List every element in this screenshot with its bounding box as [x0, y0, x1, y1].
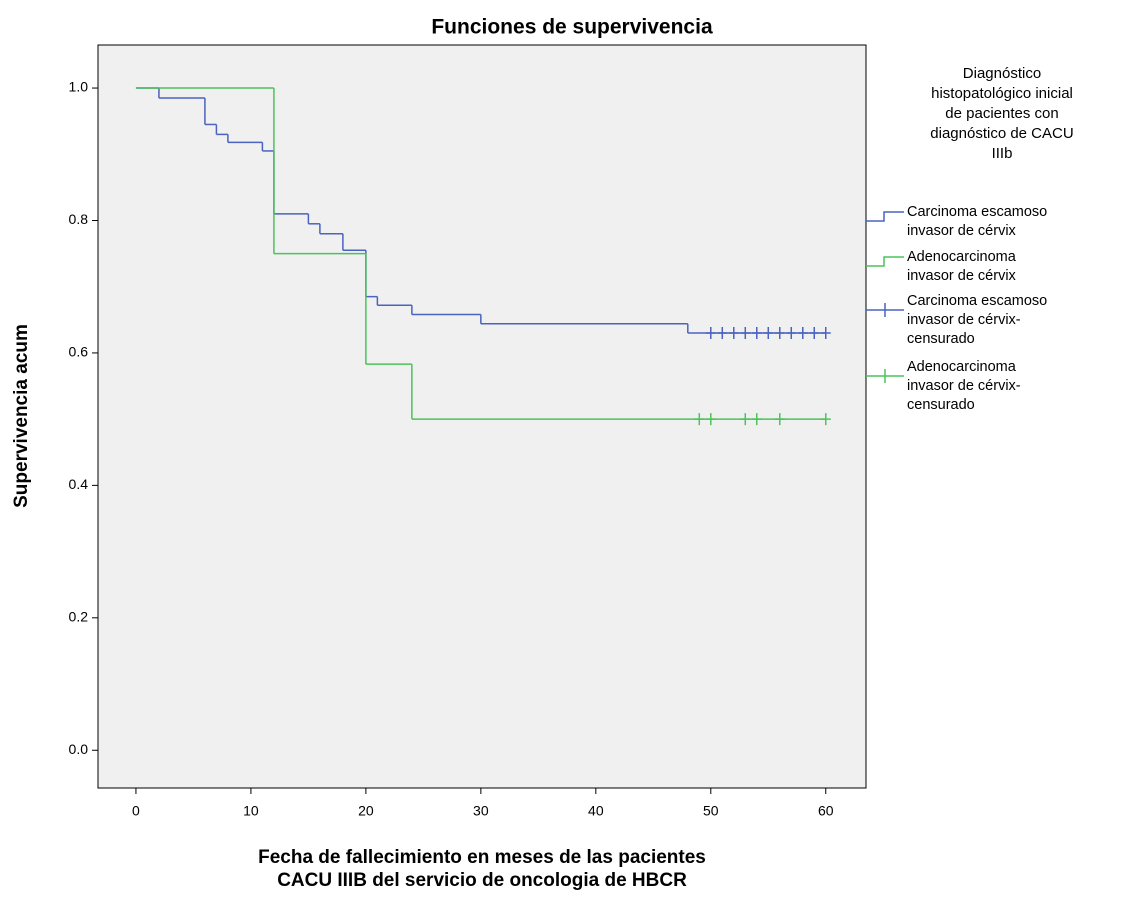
legend-label: Carcinoma escamoso invasor de cérvix	[907, 204, 1048, 239]
legend-title: IIIb	[991, 145, 1013, 162]
x-tick-label: 20	[358, 803, 374, 819]
x-tick-label: 10	[243, 803, 259, 819]
censor-mark	[717, 327, 728, 340]
legend-title: diagnóstico de CACU	[930, 125, 1074, 142]
plot-area	[97, 44, 867, 789]
censor-mark	[728, 327, 739, 340]
legend-title: Diagnóstico	[962, 65, 1042, 82]
censor-mark	[705, 413, 716, 426]
x-tick-label: 50	[703, 803, 719, 819]
censor-mark	[820, 413, 831, 426]
censor-mark	[694, 413, 705, 426]
x-tick-label: 0	[132, 803, 140, 819]
legend-label: Carcinoma escamoso invasor de cérvix-cen…	[907, 293, 1048, 347]
censor-mark	[797, 327, 808, 340]
censor-mark	[763, 327, 774, 340]
chart-title: Funciones de supervivencia	[431, 16, 713, 39]
censor-mark	[751, 413, 762, 426]
censor-mark	[786, 327, 797, 340]
y-tick-label: 0.0	[69, 741, 89, 757]
legend-swatch	[866, 303, 904, 317]
x-tick-label: 30	[473, 803, 489, 819]
x-tick-label: 40	[588, 803, 604, 819]
legend-swatch	[866, 369, 904, 383]
censor-mark	[751, 327, 762, 340]
x-axis-label: Fecha de fallecimiento en meses de las p…	[258, 847, 706, 868]
legend-swatch	[866, 256, 904, 267]
censor-mark	[774, 327, 785, 340]
y-axis-label: Supervivencia acum	[11, 324, 32, 508]
censor-mark	[705, 327, 716, 340]
censor-mark	[740, 413, 751, 426]
y-tick-label: 0.2	[69, 609, 89, 625]
legend-title: histopatológico inicial	[931, 85, 1073, 102]
legend-title: de pacientes con	[945, 105, 1059, 122]
y-tick-label: 0.4	[69, 476, 89, 492]
x-axis-label: CACU IIIB del servicio de oncologia de H…	[277, 870, 687, 891]
censor-mark	[740, 327, 751, 340]
legend-label: Adenocarcinoma invasor de cérvix-censura…	[907, 359, 1021, 413]
legend-label: Adenocarcinoma invasor de cérvix	[907, 249, 1016, 284]
y-tick-label: 1.0	[69, 79, 89, 95]
y-tick-label: 0.6	[69, 344, 89, 360]
x-tick-label: 60	[818, 803, 834, 819]
y-tick-label: 0.8	[69, 211, 89, 227]
censor-mark	[809, 327, 820, 340]
censor-mark	[820, 327, 831, 340]
censor-mark	[774, 413, 785, 426]
legend-swatch	[866, 211, 904, 222]
